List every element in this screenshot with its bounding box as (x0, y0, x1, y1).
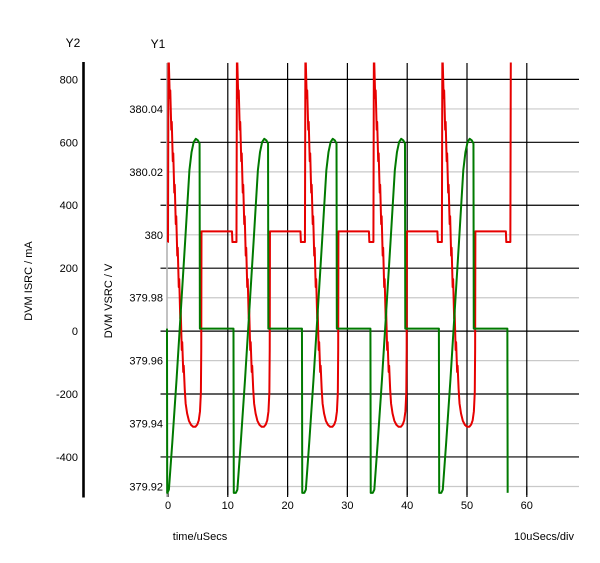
x-tick-label: 40 (401, 500, 413, 512)
y2-axis-title: DVM ISRC / mA (23, 241, 35, 321)
y1-tick-label: 380.02 (129, 167, 163, 179)
y2-tick-label: -200 (56, 389, 78, 401)
x-tick-label: 10 (222, 500, 234, 512)
x-tick-label: 0 (165, 500, 171, 512)
x-tick-label: 50 (461, 500, 473, 512)
vsrc-voltage-trace (166, 137, 509, 494)
y1-axis-title: DVM VSRC / V (103, 263, 115, 339)
isrc-current-trace (167, 62, 512, 428)
y1-tick-label: 379.98 (129, 293, 163, 305)
y1-tick-label: 380.04 (129, 104, 163, 116)
y1-tick-label: 379.96 (129, 356, 163, 368)
x-tick-label: 30 (341, 500, 353, 512)
y2-tick-label: 0 (72, 326, 78, 338)
y1-tick-label: 379.94 (129, 419, 163, 431)
y2-tick-label: 400 (60, 200, 78, 212)
x-tick-label: 60 (521, 500, 533, 512)
y1-tick-label: 380 (145, 230, 163, 242)
x-tick-label: 20 (281, 500, 293, 512)
y2-tick-label: 800 (60, 74, 78, 86)
y2-tick-label: 200 (60, 263, 78, 275)
y2-tick-label: 600 (60, 137, 78, 149)
x-axis-title: time/uSecs (172, 531, 228, 543)
y2-tick-label: -400 (56, 452, 78, 464)
x-axis-scale-note: 10uSecs/div (514, 531, 574, 543)
y1-tick-label: 379.92 (129, 482, 163, 494)
y2-axis-header: Y2 (65, 36, 81, 50)
y1-axis-header: Y1 (150, 37, 166, 51)
